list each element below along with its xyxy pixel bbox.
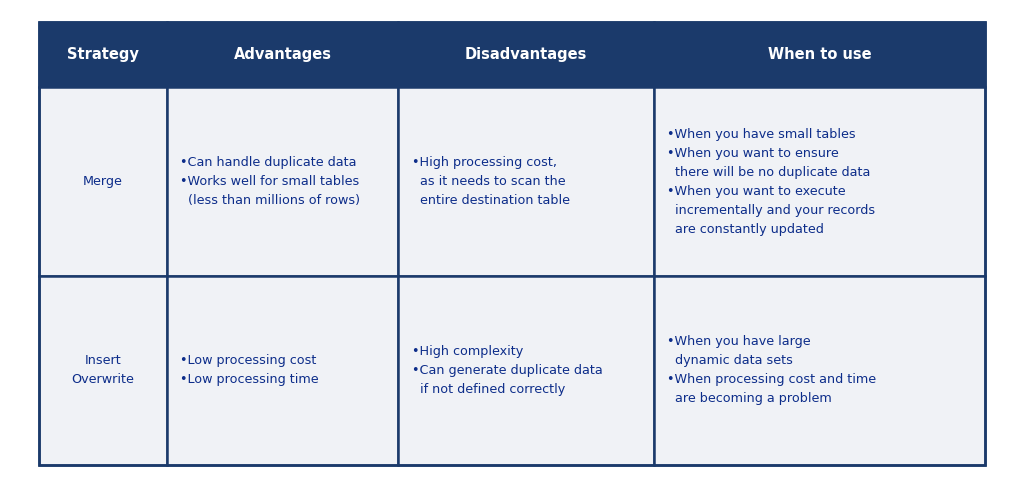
Bar: [654, 87, 985, 276]
Text: Advantages: Advantages: [233, 47, 332, 62]
Text: Merge: Merge: [83, 175, 123, 188]
Text: When to use: When to use: [768, 47, 871, 62]
Bar: [39, 87, 167, 276]
Text: Insert
Overwrite: Insert Overwrite: [72, 355, 134, 386]
Text: Strategy: Strategy: [67, 47, 138, 62]
Text: •Low processing cost
•Low processing time: •Low processing cost •Low processing tim…: [180, 355, 318, 386]
Bar: [654, 276, 985, 465]
Bar: [654, 22, 985, 87]
Bar: [167, 276, 398, 465]
Bar: [398, 22, 654, 87]
Bar: [398, 276, 654, 465]
Bar: [167, 22, 398, 87]
Text: •When you have large
  dynamic data sets
•When processing cost and time
  are be: •When you have large dynamic data sets •…: [668, 335, 877, 405]
Bar: [398, 87, 654, 276]
Bar: [39, 276, 167, 465]
Bar: [39, 22, 167, 87]
Text: •High complexity
•Can generate duplicate data
  if not defined correctly: •High complexity •Can generate duplicate…: [412, 345, 602, 396]
Text: Disadvantages: Disadvantages: [465, 47, 588, 62]
Text: •Can handle duplicate data
•Works well for small tables
  (less than millions of: •Can handle duplicate data •Works well f…: [180, 156, 360, 207]
Text: •High processing cost,
  as it needs to scan the
  entire destination table: •High processing cost, as it needs to sc…: [412, 156, 569, 207]
Bar: [167, 87, 398, 276]
Text: •When you have small tables
•When you want to ensure
  there will be no duplicat: •When you have small tables •When you wa…: [668, 128, 876, 236]
